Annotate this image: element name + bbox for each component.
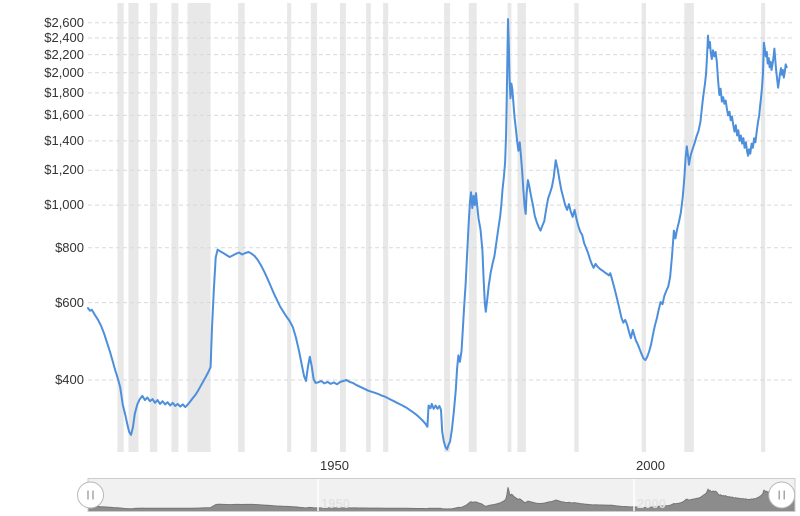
y-axis-label: $800: [55, 240, 84, 255]
recession-band: [444, 3, 451, 452]
recession-band: [383, 3, 389, 452]
y-axis-label: $2,000: [44, 65, 84, 80]
x-axis-label: 1950: [320, 458, 349, 473]
y-axis-label: $400: [55, 372, 84, 387]
y-axis: $2,600 $2,400 $2,200 $2,000 $1,800 $1,60…: [44, 15, 84, 387]
y-axis-label: $2,600: [44, 15, 84, 30]
recession-band: [574, 3, 579, 452]
y-axis-label: $1,400: [44, 133, 84, 148]
navigator-area-outline: [87, 487, 795, 510]
y-axis-label: $1,600: [44, 107, 84, 122]
handle-circle[interactable]: [768, 481, 796, 509]
recession-band: [339, 3, 346, 452]
y-axis-label: $2,400: [44, 30, 84, 45]
recession-band: [684, 3, 694, 452]
recession-band: [117, 3, 124, 452]
recession-band: [310, 3, 318, 452]
y-axis-label: $2,200: [44, 47, 84, 62]
navigator-year-watermark: 2000: [637, 496, 666, 511]
recession-band: [287, 3, 292, 452]
recession-band: [171, 3, 179, 452]
recession-band: [468, 3, 477, 452]
x-axis-label: 2000: [636, 458, 665, 473]
y-axis-label: $1,200: [44, 162, 84, 177]
recession-band: [517, 3, 526, 452]
recession-band: [366, 3, 371, 452]
recession-band: [238, 3, 245, 452]
recession-band: [507, 3, 512, 452]
navigator-year-watermark: 1950: [321, 496, 350, 511]
recession-band: [761, 3, 766, 452]
recession-band: [128, 3, 139, 452]
navigator-right-handle[interactable]: [768, 481, 796, 509]
navigator-left-handle[interactable]: [77, 481, 104, 509]
recession-band: [149, 3, 158, 452]
x-axis: 1950 2000: [320, 458, 665, 473]
recession-band: [641, 3, 646, 452]
y-axis-label: $1,800: [44, 85, 84, 100]
y-axis-label: $1,000: [44, 197, 84, 212]
recession-bands: [117, 3, 766, 452]
y-gridlines: [88, 22, 794, 381]
y-axis-label: $600: [55, 295, 84, 310]
handle-circle[interactable]: [77, 481, 104, 509]
price-series-line[interactable]: [87, 18, 788, 451]
navigator: 1950 2000: [77, 478, 796, 512]
recession-band: [187, 3, 211, 452]
